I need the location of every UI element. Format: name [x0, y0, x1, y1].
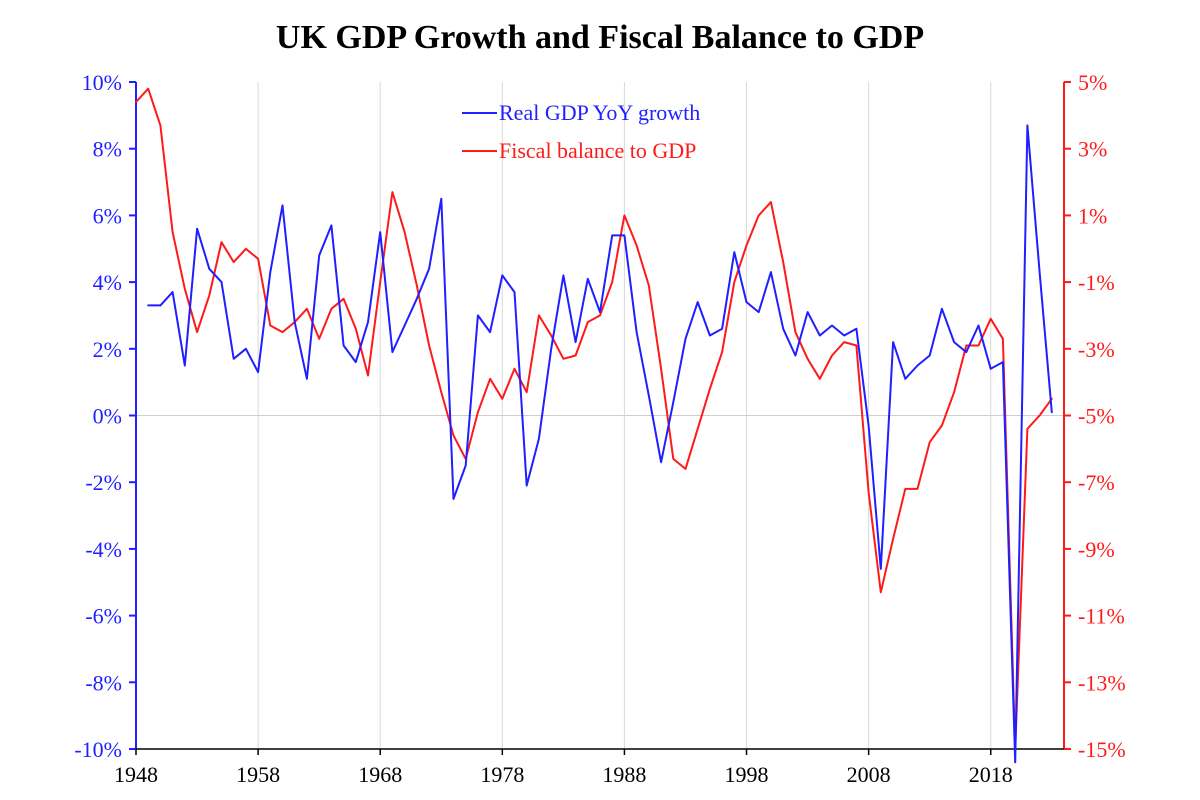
- right-tick-label: -9%: [1078, 537, 1115, 562]
- left-tick-label: 6%: [93, 203, 122, 228]
- left-tick-label: 8%: [93, 137, 122, 162]
- x-tick-label: 2018: [969, 762, 1013, 787]
- x-tick-label: 1968: [358, 762, 402, 787]
- left-tick-label: -10%: [74, 737, 122, 762]
- x-tick-label: 1988: [602, 762, 646, 787]
- right-tick-label: -1%: [1078, 270, 1115, 295]
- left-tick-label: -4%: [85, 537, 122, 562]
- left-tick-label: 10%: [82, 70, 122, 95]
- axis-layer: 10% 8% 6% 4% 2% 0% -2% -4% -6% -8% -10% 5% 3% 1% -1% -3…: [74, 70, 1125, 787]
- left-tick-label: -8%: [85, 670, 122, 695]
- right-tick-label: -11%: [1078, 604, 1125, 629]
- right-tick-label: 1%: [1078, 203, 1107, 228]
- x-tick-label: 2008: [847, 762, 891, 787]
- legend: Real GDP YoY growth Fiscal balance to GDP: [462, 100, 700, 163]
- right-tick-label: -5%: [1078, 404, 1115, 429]
- right-tick-label: -13%: [1078, 670, 1126, 695]
- legend-label-0: Real GDP YoY growth: [499, 100, 700, 125]
- left-tick-label: 2%: [93, 337, 122, 362]
- right-tick-label: -15%: [1078, 737, 1126, 762]
- right-tick-label: 3%: [1078, 137, 1107, 162]
- left-tick-label: -2%: [85, 470, 122, 495]
- left-tick-label: 0%: [93, 404, 122, 429]
- x-tick-label: 1978: [480, 762, 524, 787]
- legend-label-1: Fiscal balance to GDP: [499, 138, 696, 163]
- series-line-gdp-growth: [147, 124, 1053, 764]
- right-tick-label: 5%: [1078, 70, 1107, 95]
- grid-layer: [136, 82, 1064, 749]
- left-tick-label: -6%: [85, 604, 122, 629]
- right-tick-label: -7%: [1078, 470, 1115, 495]
- right-tick-label: -3%: [1078, 337, 1115, 362]
- left-tick-label: 4%: [93, 270, 122, 295]
- series-layer: [135, 87, 1053, 764]
- x-tick-label: 1958: [236, 762, 280, 787]
- chart-title: UK GDP Growth and Fiscal Balance to GDP: [276, 19, 924, 56]
- x-tick-label: 1998: [725, 762, 769, 787]
- series-line-fiscal-balance: [135, 87, 1053, 750]
- x-tick-label: 1948: [114, 762, 158, 787]
